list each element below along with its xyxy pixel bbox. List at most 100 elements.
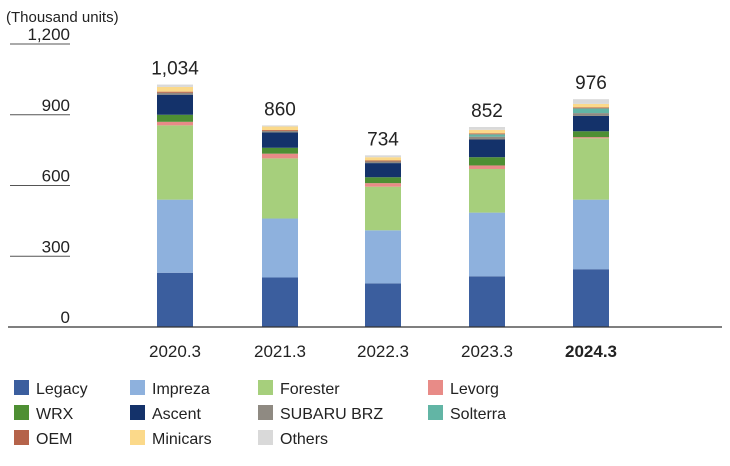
legend-swatch [428, 405, 443, 420]
legend-swatch [130, 430, 145, 445]
legend-item: Others [258, 430, 328, 448]
bar-segment-forester [262, 158, 298, 219]
y-tick-label: 900 [42, 96, 70, 115]
legend-swatch [258, 430, 273, 445]
bar-segment-legacy [157, 272, 193, 327]
bar-segment-solterra [573, 108, 609, 114]
legend-item: Levorg [428, 380, 499, 398]
bar-segment-wrx [469, 157, 505, 166]
legend: Legacy Impreza Forester Levorg WRX Ascent SUBA… [14, 380, 506, 448]
bar-segment-impreza [469, 212, 505, 277]
legend-label: Others [280, 431, 328, 448]
total-label: 976 [575, 73, 607, 94]
bar-segment-levorg [469, 165, 505, 169]
legend-item: Legacy [14, 380, 88, 398]
bar-segment-levorg [262, 153, 298, 159]
legend-label: Levorg [450, 381, 499, 398]
legend-label: Impreza [152, 381, 210, 398]
bar-segment-levorg [157, 121, 193, 126]
bar-segment-ascent [365, 163, 401, 178]
total-label: 734 [367, 129, 399, 150]
legend-swatch [130, 405, 145, 420]
y-tick-label: 600 [42, 167, 70, 186]
bar-segment-others [469, 127, 505, 130]
legend-swatch [130, 380, 145, 395]
legend-label: SUBARU BRZ [280, 406, 383, 423]
legend-swatch [14, 380, 29, 395]
legend-item: SUBARU BRZ [258, 405, 383, 423]
bar-segment-impreza [157, 199, 193, 273]
bars [157, 84, 609, 327]
total-label: 860 [264, 99, 296, 120]
legend-label: Solterra [450, 406, 506, 423]
bar-segment-wrx [157, 114, 193, 122]
bar-segment-subaru-brz [469, 136, 505, 140]
legend-label: Legacy [36, 381, 88, 398]
bar-segment-minicars [365, 157, 401, 161]
bar-segment-ascent [469, 139, 505, 158]
bar-segment-legacy [469, 276, 505, 327]
bar-segment-legacy [365, 283, 401, 327]
legend-item: WRX [14, 405, 74, 423]
bar-segment-wrx [365, 177, 401, 184]
bar-segment-levorg [573, 137, 609, 139]
bar-segment-oem [365, 160, 401, 162]
bar-segment-forester [365, 186, 401, 231]
total-labels: 1,034 860 734 852 976 [151, 59, 607, 151]
x-tick-label: 2022.3 [357, 342, 409, 361]
bar-segment-others [573, 99, 609, 104]
legend-item: Forester [258, 380, 340, 398]
bar-segment-legacy [262, 277, 298, 327]
y-axis: 0 300 600 900 1,200 [10, 25, 70, 327]
bar-segment-others [262, 125, 298, 127]
bar-segment-minicars [157, 86, 193, 92]
bar-segment-impreza [365, 230, 401, 284]
bar-segment-wrx [573, 131, 609, 138]
bar-segment-ascent [262, 132, 298, 148]
bar-segment-oem [469, 133, 505, 135]
bar-segment-ascent [573, 115, 609, 132]
bar-segment-minicars [573, 103, 609, 108]
bar-segment-subaru-brz [573, 113, 609, 116]
legend-swatch [258, 380, 273, 395]
bar-segment-ascent [157, 94, 193, 115]
legend-swatch [258, 405, 273, 420]
legend-label: Ascent [152, 406, 201, 423]
y-tick-label: 1,200 [27, 25, 70, 44]
bar-segment-impreza [573, 199, 609, 270]
total-label: 852 [471, 101, 503, 122]
bar-segment-levorg [365, 183, 401, 187]
bar-segment-oem [262, 130, 298, 132]
legend-label: Minicars [152, 431, 212, 448]
bar-segment-subaru-brz [365, 161, 401, 164]
x-tick-label: 2024.3 [565, 342, 617, 361]
y-tick-label: 0 [61, 308, 70, 327]
bar-segment-minicars [469, 129, 505, 134]
total-label: 1,034 [151, 59, 199, 80]
bar-segment-solterra [469, 134, 505, 137]
legend-item: OEM [14, 430, 72, 448]
legend-item: Minicars [130, 430, 212, 448]
legend-item: Solterra [428, 405, 506, 423]
legend-item: Ascent [130, 405, 201, 423]
legend-swatch [428, 380, 443, 395]
bar-segment-subaru-brz [262, 131, 298, 133]
legend-label: Forester [280, 381, 340, 398]
bar-segment-others [157, 84, 193, 87]
legend-swatch [14, 430, 29, 445]
y-tick-label: 300 [42, 237, 70, 256]
bar-segment-oem [573, 107, 609, 109]
x-tick-label: 2021.3 [254, 342, 306, 361]
bar-segment-others [365, 155, 401, 158]
legend-item: Impreza [130, 380, 210, 398]
bar-segment-forester [469, 168, 505, 213]
bar-segment-legacy [573, 269, 609, 327]
x-tick-label: 2023.3 [461, 342, 513, 361]
bar-segment-minicars [262, 126, 298, 131]
legend-swatch [14, 405, 29, 420]
x-tick-label: 2020.3 [149, 342, 201, 361]
x-axis: 2020.3 2021.3 2022.3 2023.3 2024.3 [149, 342, 617, 361]
bar-segment-wrx [262, 147, 298, 154]
bar-segment-subaru-brz [157, 92, 193, 95]
